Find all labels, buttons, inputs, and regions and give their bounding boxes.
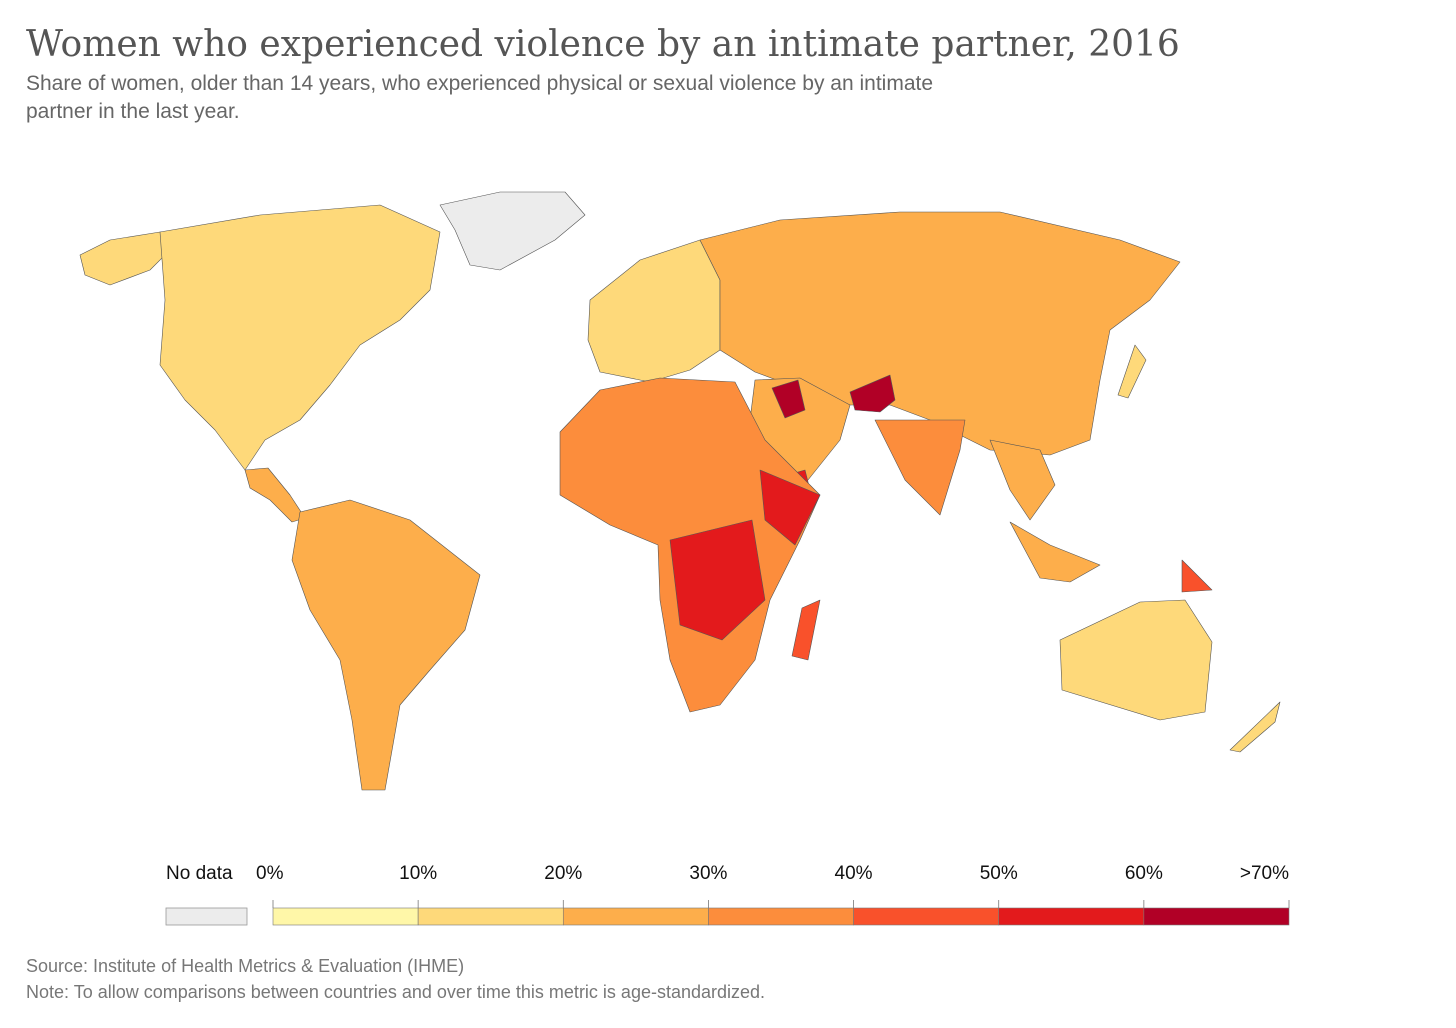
world-map [79,191,1281,791]
southeast-asia [989,439,1056,521]
legend-bin [417,907,564,926]
legend-label: >70% [1240,863,1289,884]
legend-label: 50% [980,863,1018,884]
indonesia [1009,521,1101,583]
central-africa [669,519,766,641]
afghanistan [849,374,896,413]
legend-bin [853,907,1000,926]
legend: No data 0% 10% 20% 30% 40% 50% 60% >70% [165,863,1290,926]
legend-label: 40% [835,863,873,884]
note: Note: To allow comparisons between count… [26,982,765,1002]
legend-bin [708,907,854,926]
legend-label: 20% [544,863,582,884]
legend-bin [1143,907,1290,926]
subtitle: Share of women, older than 14 years, who… [26,72,933,123]
australia [1059,599,1213,721]
title: Women who experienced violence by an int… [26,24,1180,65]
legend-label: 0% [256,863,284,884]
legend-label: 30% [689,863,727,884]
legend-label: 60% [1125,863,1163,884]
horn-of-africa [759,469,821,546]
iraq [771,379,806,419]
india [874,419,966,516]
subtitle-line: Share of women, older than 14 years, who… [26,72,933,95]
legend-label: 10% [399,863,437,884]
no-data-label: No data [166,863,233,884]
subtitle-line: partner in the last year. [26,100,240,123]
greenland [439,191,586,271]
north-america [159,204,441,471]
new-zealand [1229,701,1281,753]
no-data-swatch [165,907,248,926]
legend-bin [272,907,419,926]
papua-new-guinea [1181,559,1213,593]
europe [587,239,721,383]
south-america [291,499,481,791]
japan [1117,344,1147,399]
source: Source: Institute of Health Metrics & Ev… [26,956,464,976]
legend-bin [562,907,709,926]
central-america [244,467,306,523]
madagascar [791,599,821,661]
legend-bin [998,907,1145,926]
